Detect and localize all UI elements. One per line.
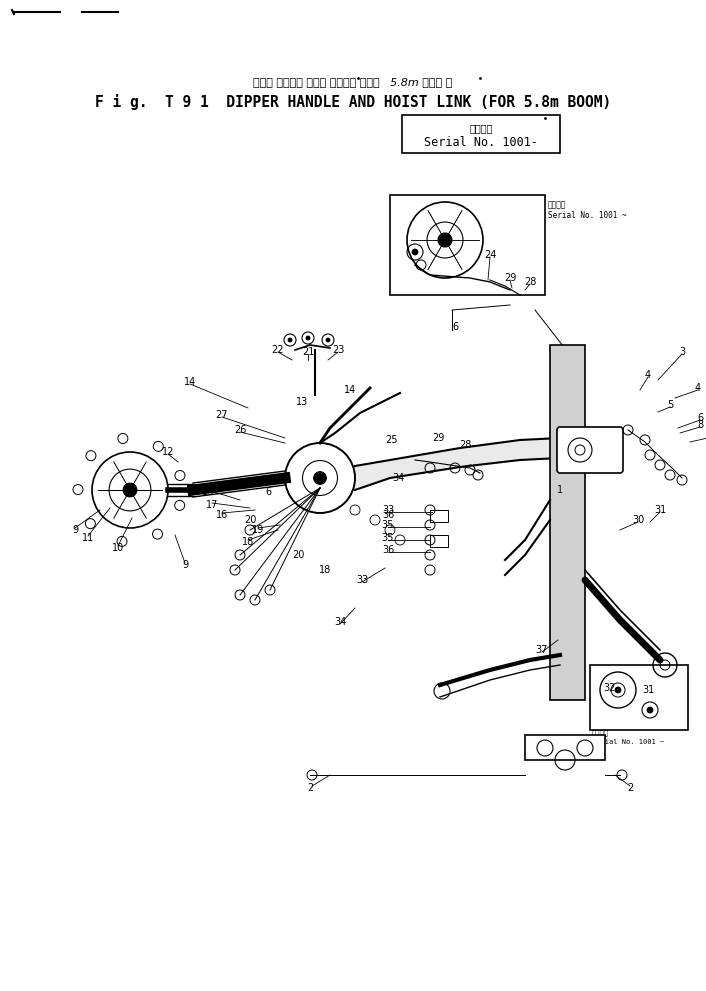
Text: 27: 27	[216, 410, 228, 420]
Text: 2: 2	[307, 783, 313, 793]
Circle shape	[326, 338, 330, 342]
Text: 14: 14	[184, 377, 196, 387]
Text: 33: 33	[382, 505, 394, 515]
Text: 11: 11	[82, 533, 94, 543]
Text: 適用号機: 適用号機	[592, 729, 609, 736]
Bar	[402, 115, 560, 153]
Text: 6: 6	[697, 413, 703, 423]
Text: 20: 20	[244, 515, 256, 525]
Text: 16: 16	[216, 510, 228, 520]
Circle shape	[438, 233, 452, 247]
Circle shape	[288, 338, 292, 342]
Text: 35: 35	[382, 520, 394, 530]
Bar	[590, 665, 688, 730]
Text: 26: 26	[234, 425, 246, 435]
Text: 4: 4	[695, 383, 701, 393]
Circle shape	[615, 687, 621, 693]
Text: 6: 6	[452, 322, 458, 332]
Text: ディバ ハンドル および ホイスト リンク   5.8m ブーム 用: ディバ ハンドル および ホイスト リンク 5.8m ブーム 用	[253, 77, 453, 87]
Bar	[430, 510, 448, 522]
Text: 33: 33	[356, 575, 368, 585]
Bar	[390, 195, 545, 295]
Text: 6: 6	[265, 487, 271, 497]
Text: 14: 14	[344, 385, 356, 395]
Text: 1: 1	[557, 485, 563, 495]
Text: 21: 21	[301, 347, 314, 357]
Text: 20: 20	[292, 550, 304, 560]
Text: 8: 8	[697, 420, 703, 430]
Text: 2: 2	[627, 783, 633, 793]
Text: 24: 24	[484, 250, 496, 260]
Text: 36: 36	[382, 545, 394, 555]
Polygon shape	[355, 438, 560, 490]
Text: 適用号機: 適用号機	[469, 123, 493, 133]
Text: 31: 31	[642, 685, 654, 695]
Circle shape	[412, 249, 418, 255]
Text: 35: 35	[382, 533, 394, 543]
Text: 適用号機: 適用号機	[548, 200, 566, 209]
FancyBboxPatch shape	[557, 427, 623, 473]
Bar	[430, 535, 448, 547]
Text: 29: 29	[504, 273, 516, 283]
Text: 23: 23	[332, 345, 345, 355]
Text: 28: 28	[459, 440, 471, 450]
Text: 9: 9	[72, 525, 78, 535]
Text: 10: 10	[112, 543, 124, 553]
Text: 34: 34	[392, 473, 404, 483]
Text: 12: 12	[162, 447, 174, 457]
Text: 22: 22	[272, 345, 285, 355]
Text: 30: 30	[632, 515, 644, 525]
Circle shape	[313, 472, 326, 485]
Text: 19: 19	[252, 525, 264, 535]
Text: 28: 28	[524, 277, 536, 287]
Text: 25: 25	[385, 435, 398, 445]
Text: 13: 13	[296, 397, 308, 407]
Bar	[525, 735, 605, 760]
Text: 15: 15	[202, 487, 214, 497]
Text: 17: 17	[206, 500, 218, 510]
Text: 3: 3	[679, 347, 685, 357]
Text: 4: 4	[645, 370, 651, 380]
Text: 9: 9	[182, 560, 188, 570]
Text: 18: 18	[319, 565, 331, 575]
Text: 34: 34	[334, 617, 346, 627]
Text: Serial No. 1001-: Serial No. 1001-	[424, 137, 538, 150]
Text: Serial No. 1001 ~: Serial No. 1001 ~	[592, 739, 664, 745]
Circle shape	[306, 336, 310, 340]
Text: 36: 36	[382, 510, 394, 520]
Text: F i g.  T 9 1  DIPPER HANDLE AND HOIST LINK (FOR 5.8m BOOM): F i g. T 9 1 DIPPER HANDLE AND HOIST LIN…	[95, 94, 611, 110]
Text: Serial No. 1001 ~: Serial No. 1001 ~	[548, 210, 627, 219]
Text: 29: 29	[432, 433, 444, 443]
Text: 31: 31	[654, 505, 666, 515]
Text: 37: 37	[536, 645, 548, 655]
Circle shape	[647, 707, 653, 713]
Bar	[550, 345, 585, 700]
Text: 18: 18	[242, 537, 254, 547]
Text: 5: 5	[667, 400, 673, 410]
Circle shape	[123, 484, 137, 496]
Text: 32: 32	[604, 683, 616, 693]
